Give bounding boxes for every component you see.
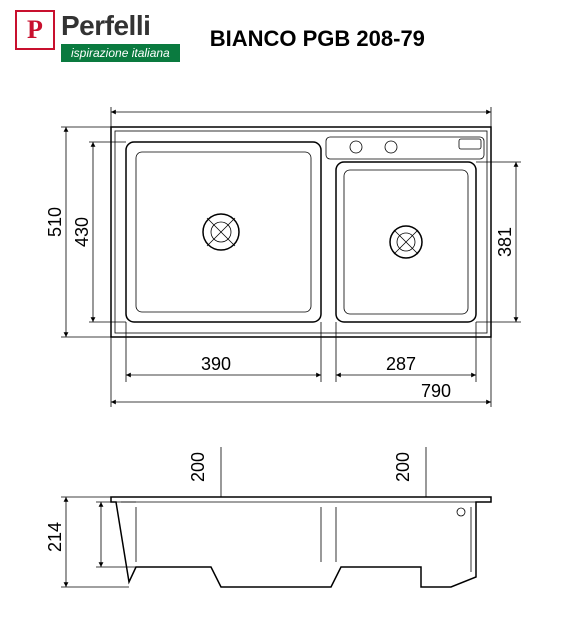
logo-text: Perfelli ispirazione italiana: [61, 10, 180, 62]
technical-drawing: 790 390 287 510 430 381 214 200 200: [21, 87, 541, 607]
side-view: [111, 497, 491, 587]
left-bowl: [126, 142, 321, 322]
logo: P Perfelli ispirazione italiana: [15, 10, 180, 62]
dim-right-h: 381: [495, 227, 515, 257]
dim-overall-h: 510: [45, 207, 65, 237]
dim-bowl-depth-r: 200: [393, 452, 413, 482]
drawing-svg: 790 390 287 510 430 381 214 200 200: [21, 87, 541, 607]
logo-icon: P: [15, 10, 55, 50]
dim-right-w: 287: [386, 354, 416, 374]
dim-overall-w: 790: [421, 381, 451, 401]
brand-name: Perfelli: [61, 10, 180, 42]
sink-outer: [111, 127, 491, 337]
tagline: ispirazione italiana: [61, 44, 180, 62]
tap-hole-icon: [385, 141, 397, 153]
dim-bowl-depth-l: 200: [188, 452, 208, 482]
header: P Perfelli ispirazione italiana BIANCO P…: [0, 0, 562, 67]
dim-left-h: 430: [72, 217, 92, 247]
dim-left-w: 390: [201, 354, 231, 374]
dim-depth-overall: 214: [45, 522, 65, 552]
tap-hole-icon: [350, 141, 362, 153]
overflow-icon: [459, 139, 481, 149]
product-name: BIANCO PGB 208-79: [210, 26, 425, 52]
